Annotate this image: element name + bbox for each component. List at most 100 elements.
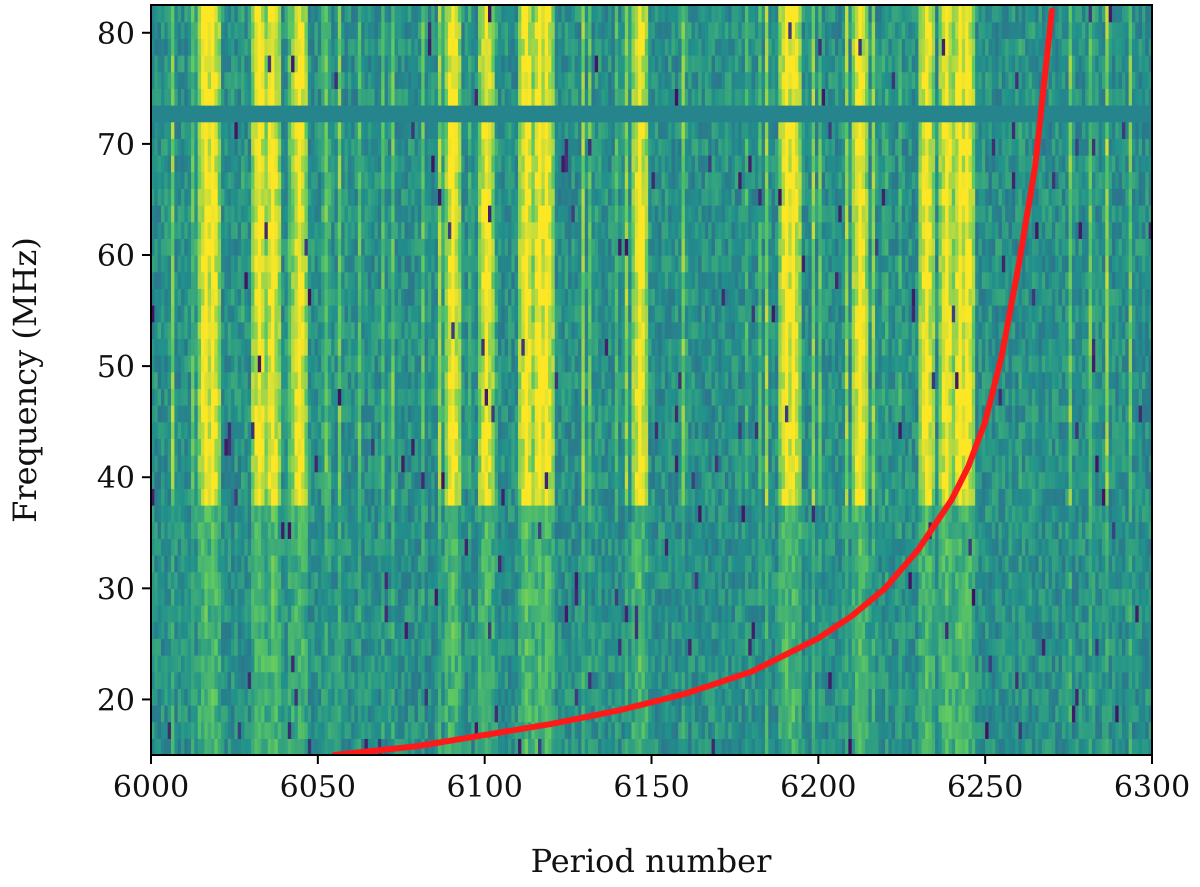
heatmap-cell: [598, 738, 603, 755]
heatmap-cell: [678, 738, 683, 755]
heatmap-cell: [798, 721, 803, 739]
heatmap-cell: [965, 721, 970, 739]
heatmap-cell: [698, 705, 703, 723]
heatmap-cell: [771, 621, 776, 639]
heatmap-cell: [1048, 671, 1053, 689]
heatmap-cell: [704, 688, 709, 706]
heatmap-cell: [441, 688, 446, 706]
heatmap-cell: [154, 721, 159, 739]
heatmap-cell: [988, 671, 993, 689]
heatmap-cell: [394, 638, 399, 656]
heatmap-cell: [521, 671, 526, 689]
heatmap-cell: [217, 688, 222, 706]
heatmap-cell: [234, 671, 239, 689]
heatmap-cell: [1125, 605, 1130, 623]
heatmap-cell: [544, 738, 549, 755]
heatmap-cell: [835, 671, 839, 689]
heatmap-cell: [367, 688, 372, 706]
heatmap-cell: [718, 738, 723, 755]
heatmap-cell: [1098, 605, 1103, 623]
heatmap-cell: [384, 588, 389, 606]
heatmap-cell: [431, 688, 436, 706]
heatmap-cell: [774, 605, 779, 623]
heatmap-cell: [975, 638, 980, 656]
heatmap-cell: [604, 721, 609, 739]
heatmap-cell: [971, 688, 976, 706]
heatmap-cell: [945, 671, 950, 689]
heatmap-cell: [674, 721, 679, 739]
heatmap-cell: [244, 671, 249, 689]
heatmap-cell: [1021, 671, 1026, 689]
heatmap-cell: [1061, 738, 1066, 755]
heatmap-cell: [291, 655, 296, 673]
heatmap-cell: [794, 621, 799, 639]
heatmap-cell: [764, 621, 769, 639]
heatmap-cell: [1095, 738, 1100, 755]
heatmap-cell: [1055, 705, 1060, 723]
heatmap-cell: [437, 738, 442, 755]
heatmap-cell: [781, 738, 786, 755]
heatmap-cell: [621, 705, 626, 723]
heatmap-cell: [621, 638, 626, 656]
heatmap-cell: [1028, 655, 1033, 673]
heatmap-cell: [467, 688, 472, 706]
heatmap-cell: [544, 638, 549, 656]
heatmap-cell: [724, 705, 729, 723]
heatmap-cell: [287, 688, 292, 706]
heatmap-cell: [861, 688, 866, 706]
heatmap-cell: [681, 638, 686, 656]
heatmap-cell: [971, 738, 976, 755]
heatmap-cell: [895, 721, 900, 739]
heatmap-cell: [1038, 605, 1043, 623]
heatmap-cell: [417, 705, 422, 723]
heatmap-cell: [381, 638, 386, 656]
heatmap-cell: [384, 638, 389, 656]
heatmap-cell: [811, 655, 816, 673]
heatmap-cell: [721, 721, 726, 739]
heatmap-cell: [828, 638, 833, 656]
heatmap-cell: [261, 605, 266, 623]
heatmap-cell: [851, 721, 856, 739]
heatmap-cell: [971, 638, 976, 656]
heatmap-cell: [1068, 705, 1073, 723]
heatmap-cell: [1145, 671, 1150, 689]
heatmap-cell: [184, 605, 189, 623]
heatmap-cell: [374, 655, 379, 673]
heatmap-cell: [431, 638, 436, 656]
heatmap-cell: [427, 705, 432, 723]
heatmap-cell: [1045, 738, 1050, 755]
heatmap-cell: [614, 638, 619, 656]
heatmap-cell: [314, 655, 319, 673]
heatmap-cell: [534, 738, 539, 755]
heatmap-cell: [654, 688, 659, 706]
heatmap-cell: [1115, 721, 1120, 739]
heatmap-cell: [1068, 655, 1073, 673]
heatmap-cell: [1088, 688, 1093, 706]
heatmap-cell: [935, 688, 940, 706]
heatmap-cell: [411, 688, 416, 706]
heatmap-cell: [664, 721, 669, 739]
heatmap-cell: [197, 671, 202, 689]
heatmap-cell: [1021, 655, 1026, 673]
heatmap-cell: [931, 705, 936, 723]
heatmap-cell: [925, 605, 930, 623]
heatmap-cell: [304, 688, 309, 706]
heatmap-cell: [417, 655, 422, 673]
heatmap-cell: [981, 671, 986, 689]
heatmap-cell: [1008, 738, 1013, 755]
heatmap-cell: [574, 738, 579, 755]
heatmap-cell: [868, 621, 873, 639]
heatmap-cell: [347, 738, 352, 755]
heatmap-cell: [955, 688, 960, 706]
heatmap-cell: [611, 721, 616, 739]
heatmap-cell: [504, 638, 509, 656]
heatmap-cell: [477, 655, 482, 673]
heatmap-cell: [751, 705, 756, 723]
heatmap-cell: [744, 621, 749, 639]
heatmap-cell: [307, 705, 312, 723]
heatmap-cell: [1071, 605, 1076, 623]
heatmap-cell: [197, 705, 202, 723]
heatmap-cell: [1128, 638, 1133, 656]
heatmap-cell: [167, 588, 172, 606]
heatmap-cell: [901, 638, 906, 656]
